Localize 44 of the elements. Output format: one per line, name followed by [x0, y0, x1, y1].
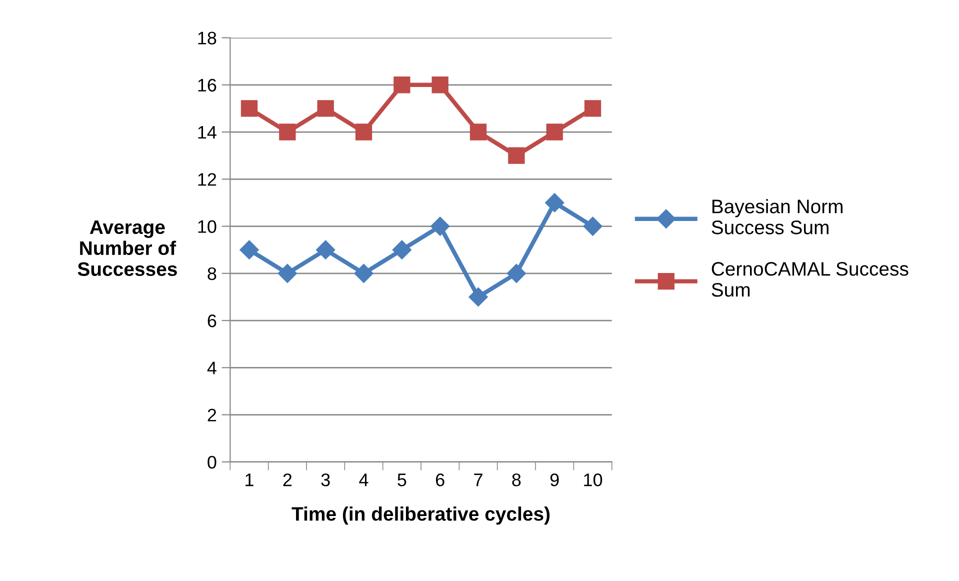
y-tick-label: 2 — [208, 408, 216, 422]
x-tick-label: 6 — [436, 473, 444, 486]
y-tick-label: 8 — [208, 267, 216, 280]
point — [355, 124, 372, 140]
y-tick-label: 6 — [208, 314, 216, 328]
y-tick-label: 18 — [198, 32, 216, 44]
point — [430, 216, 450, 236]
x-tick-label: 8 — [512, 473, 521, 486]
y-tick-label: 4 — [207, 362, 216, 374]
point — [468, 287, 488, 306]
y-tick-label: 14 — [198, 126, 216, 139]
x-axis-title: Time (in deliberative cycles) — [292, 506, 550, 525]
point — [545, 193, 564, 212]
point — [354, 264, 374, 283]
legend-label: Bayesian Norm Success Sum — [712, 199, 843, 234]
y-tick-label: 10 — [198, 220, 216, 233]
point — [316, 240, 336, 260]
point — [546, 124, 563, 140]
point — [394, 76, 410, 94]
x-tick-label: 7 — [474, 474, 482, 486]
x-tick-label: 10 — [584, 473, 602, 486]
point — [583, 216, 602, 236]
y-tick-label: 16 — [198, 78, 216, 92]
legend-label: CernoCAMAL Success Sum — [712, 262, 908, 297]
point — [432, 76, 448, 94]
point — [392, 240, 412, 260]
x-tick-label: 2 — [283, 473, 292, 486]
x-tick-label: 5 — [398, 474, 406, 486]
x-tick-label: 9 — [550, 473, 559, 486]
x-tick-label: 1 — [246, 474, 254, 486]
y-tick-label: 0 — [208, 456, 216, 469]
x-tick-label: 3 — [321, 473, 330, 486]
point — [240, 100, 258, 117]
y-tick-label: 12 — [198, 173, 216, 186]
point — [508, 147, 525, 164]
point — [470, 124, 487, 140]
point — [240, 240, 259, 260]
point — [279, 124, 296, 140]
x-tick-label: 4 — [359, 474, 368, 486]
point — [506, 264, 526, 283]
point — [584, 100, 602, 117]
y-axis-title: Average Number of Successes — [78, 220, 177, 276]
point — [317, 100, 334, 117]
point — [278, 264, 297, 283]
